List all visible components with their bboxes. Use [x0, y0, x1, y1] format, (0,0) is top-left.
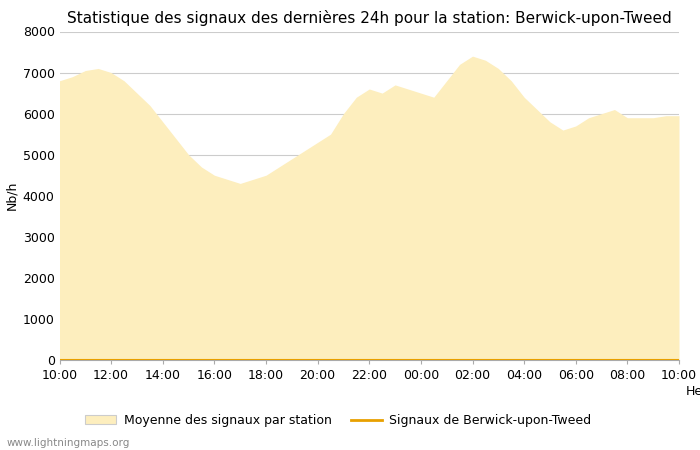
Text: www.lightningmaps.org: www.lightningmaps.org	[7, 438, 130, 448]
Legend: Moyenne des signaux par station, Signaux de Berwick-upon-Tweed: Moyenne des signaux par station, Signaux…	[80, 409, 596, 432]
Title: Statistique des signaux des dernières 24h pour la station: Berwick-upon-Tweed: Statistique des signaux des dernières 24…	[67, 10, 671, 26]
Text: Heure: Heure	[686, 385, 700, 398]
Y-axis label: Nb/h: Nb/h	[6, 181, 18, 211]
